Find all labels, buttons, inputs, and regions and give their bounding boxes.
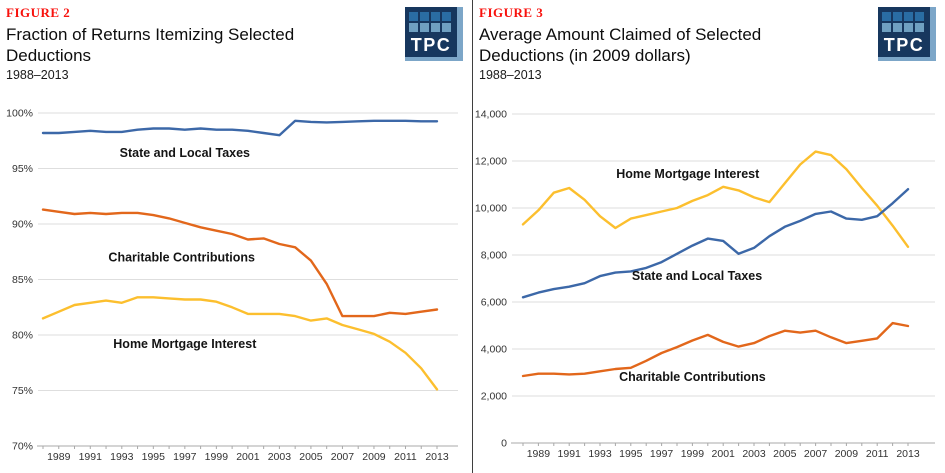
x-axis-tick-label: 1995 — [142, 451, 166, 463]
tpc-logo: TPC — [878, 7, 936, 61]
series-label-home-mortgage-interest: Home Mortgage Interest — [616, 167, 760, 181]
y-axis-tick-label: 95% — [12, 163, 33, 175]
x-axis-tick-label: 2009 — [362, 451, 386, 463]
average-amount-line-chart: 0 2,000 4,000 6,000 8,000 10,000 12,000 14,000 1… — [475, 109, 935, 460]
figure-2-panel: FIGURE 2 Fraction of Returns Itemizing S… — [0, 0, 472, 473]
series-label-state-and-local-taxes: State and Local Taxes — [632, 269, 762, 283]
series-line-home-mortgage-interest — [521, 150, 910, 249]
tpc-logo-box: TPC — [405, 7, 463, 61]
figure-3-header: FIGURE 3 Average Amount Claimed of Selec… — [479, 5, 831, 82]
y-axis-tick-label: 0 — [501, 438, 507, 450]
series-label-state-and-local-taxes: State and Local Taxes — [120, 146, 250, 160]
y-axis-tick-label: 2,000 — [481, 391, 507, 403]
y-axis-tick-label: 85% — [12, 274, 33, 286]
x-axis-tick-label: 2009 — [835, 448, 859, 460]
series-label-charitable-contributions: Charitable Contributions — [108, 250, 255, 264]
series-line-charitable-contributions — [41, 208, 439, 318]
figure-title: Fraction of Returns Itemizing Selected D… — [6, 25, 295, 65]
figure-subtitle: 1988–2013 — [479, 68, 542, 82]
x-axis-tick-label: 2005 — [299, 451, 323, 463]
series-label-charitable-contributions: Charitable Contributions — [619, 370, 766, 384]
x-axis-tick-label: 2007 — [331, 451, 355, 463]
x-axis-tick-label: 1997 — [173, 451, 197, 463]
figure-2-header: FIGURE 2 Fraction of Returns Itemizing S… — [6, 5, 358, 82]
x-axis-tick-label: 1999 — [205, 451, 229, 463]
series-line-state-and-local-taxes — [41, 119, 439, 137]
tpc-logo: TPC — [405, 7, 463, 61]
x-axis-tick-label: 1989 — [47, 451, 71, 463]
x-axis-tick-label: 2001 — [236, 451, 260, 463]
x-axis-tick-label: 2013 — [896, 448, 920, 460]
series-line-home-mortgage-interest — [41, 296, 439, 391]
x-axis-tick-label: 1993 — [588, 448, 612, 460]
y-axis-tick-label: 10,000 — [475, 203, 507, 215]
y-axis-tick-label: 100% — [6, 108, 33, 120]
y-axis-tick-label: 8,000 — [481, 250, 507, 262]
x-axis-tick-label: 2001 — [712, 448, 736, 460]
x-axis-tick-label: 2005 — [773, 448, 797, 460]
x-axis-tick-label: 1999 — [681, 448, 705, 460]
x-axis-tick-label: 1995 — [619, 448, 643, 460]
tpc-logo-tiles — [882, 12, 928, 34]
x-axis-tick-label: 2003 — [742, 448, 766, 460]
x-axis-tick-label: 2003 — [268, 451, 292, 463]
figure-subtitle: 1988–2013 — [6, 68, 69, 82]
x-axis-tick-label: 1991 — [79, 451, 103, 463]
series-line-charitable-contributions — [521, 321, 910, 378]
x-axis-tick-label: 2011 — [394, 451, 417, 463]
tpc-logo-text: TPC — [883, 35, 925, 55]
y-axis-tick-label: 4,000 — [481, 344, 507, 356]
x-axis-tick-label: 1991 — [558, 448, 582, 460]
figure-label: FIGURE 3 — [479, 5, 544, 20]
y-axis-tick-label: 75% — [12, 385, 33, 397]
x-axis-tick-label: 1989 — [527, 448, 551, 460]
y-axis-tick-label: 90% — [12, 219, 33, 231]
x-axis-tick-label: 2013 — [425, 451, 449, 463]
y-axis-tick-label: 80% — [12, 330, 33, 342]
series-line-state-and-local-taxes — [521, 187, 910, 299]
tpc-logo-text: TPC — [410, 35, 452, 55]
figure-3-panel: FIGURE 3 Average Amount Claimed of Selec… — [472, 0, 945, 473]
y-axis-tick-label: 14,000 — [475, 109, 507, 121]
itemizing-fraction-line-chart: 70% 75% 80% 85% 90% 95% 100% 1989 1991 1993 1995 19… — [6, 108, 458, 463]
y-axis-tick-label: 6,000 — [481, 297, 507, 309]
x-axis-tick-label: 1997 — [650, 448, 674, 460]
x-axis-tick-label: 1993 — [110, 451, 134, 463]
y-axis-tick-label: 70% — [12, 441, 33, 453]
x-axis-tick-label: 2007 — [804, 448, 828, 460]
x-axis-tick-label: 2011 — [866, 448, 889, 460]
figure-title: Average Amount Claimed of Selected Deduc… — [479, 25, 762, 65]
y-axis-tick-label: 12,000 — [475, 156, 507, 168]
figure-label: FIGURE 2 — [6, 5, 71, 20]
series-label-home-mortgage-interest: Home Mortgage Interest — [113, 337, 257, 351]
tpc-logo-box: TPC — [878, 7, 936, 61]
tpc-logo-tiles — [409, 12, 455, 34]
